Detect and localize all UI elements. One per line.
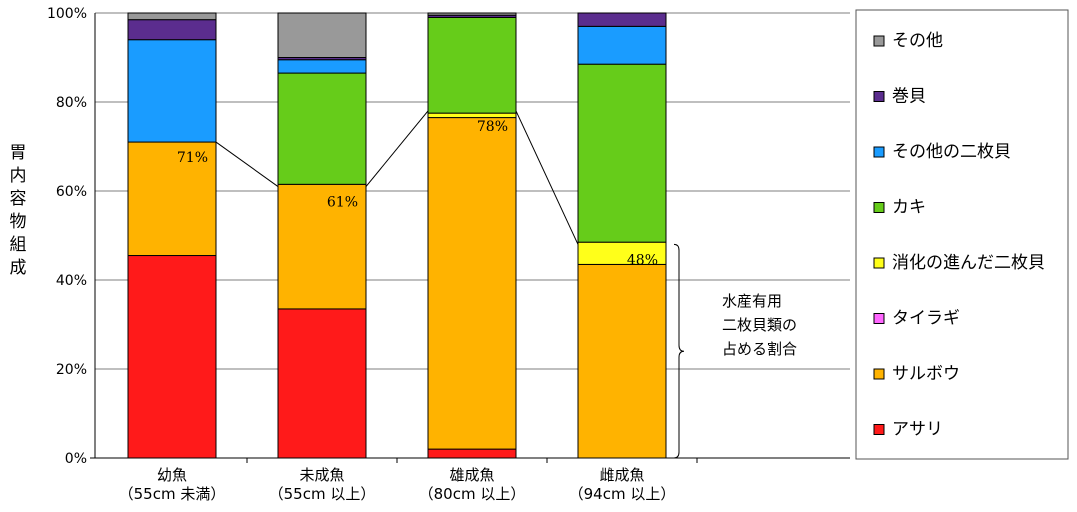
bar-segment [127, 255, 217, 459]
legend-label: アサリ [892, 420, 943, 440]
bars [127, 12, 667, 459]
bar-segment [127, 39, 217, 143]
bar-segment [577, 263, 667, 459]
legend-swatch [873, 368, 885, 380]
bar-segment [127, 141, 217, 257]
legend-label: 消化の進んだ二枚貝 [892, 253, 1045, 273]
category-label: （55cm 未満） [119, 485, 226, 503]
connector-line [215, 141, 279, 187]
legend-swatch [873, 424, 885, 435]
legend-swatch [873, 146, 885, 158]
bar-segment [277, 59, 367, 74]
bar-segment [577, 25, 667, 65]
connector-line [365, 110, 429, 187]
legend-label: 巻貝 [892, 87, 926, 107]
bar-segment [277, 12, 367, 58]
legend-swatch [873, 35, 885, 47]
percent-annotation: 71% [177, 150, 208, 166]
bracket-note-line: 二枚貝類の [722, 316, 797, 334]
y-tick-label: 60% [56, 184, 87, 200]
category-label: （80cm 以上） [419, 485, 526, 503]
bar-segment [577, 12, 667, 27]
bracket [673, 243, 685, 459]
legend-label: サルボウ [892, 364, 960, 384]
y-tick-label: 40% [56, 273, 87, 289]
category-label: （55cm 以上） [269, 485, 376, 503]
legend-label: その他の二枚貝 [892, 142, 1011, 162]
bar-segment [427, 117, 517, 450]
legend-label: タイラギ [892, 309, 960, 329]
category-label: 雌成魚 [599, 466, 644, 484]
y-axis-label-char: 成 [10, 258, 27, 278]
y-axis-label-char: 胃 [10, 143, 27, 163]
category-label: （94cm 以上） [569, 485, 676, 503]
legend-swatch [873, 202, 885, 213]
y-axis-label-char: 内 [10, 166, 27, 186]
y-tick-label: 80% [56, 95, 87, 111]
y-axis-label-char: 容 [10, 189, 27, 209]
legend-frame [855, 9, 1069, 460]
bar-segment [427, 112, 517, 119]
bar-segment [127, 19, 217, 41]
percent-annotation: 61% [327, 195, 358, 211]
y-axis-label-char: 物 [10, 212, 27, 232]
y-tick-label: 100% [47, 6, 87, 22]
percent-annotation: 48% [627, 252, 658, 268]
bar-segment [277, 183, 367, 310]
bracket-note-line: 占める割合 [722, 340, 797, 358]
bar-segment [277, 308, 367, 459]
bar-segment [427, 16, 517, 114]
connector-line [515, 110, 579, 245]
category-label: 未成魚 [299, 466, 344, 484]
labels: 71% 61% 78% 48% 幼魚（55cm 未満） 未成魚（55cm 以上） 雄成魚（8… [119, 119, 676, 503]
connector-lines [215, 110, 579, 245]
y-tick-label: 20% [56, 362, 87, 378]
category-label: 雄成魚 [449, 466, 494, 484]
category-label: 幼魚 [157, 466, 187, 484]
bar-segment [427, 448, 517, 459]
bar-segment [427, 12, 517, 16]
legend-swatch [873, 91, 885, 102]
percent-annotation: 78% [477, 119, 508, 135]
legend-label: その他 [892, 31, 943, 51]
bar-segment [577, 63, 667, 243]
legend-swatch [873, 257, 885, 269]
bracket-note-line: 水産有用 [722, 292, 782, 310]
bar-segment [277, 72, 367, 185]
bar-segment [127, 12, 217, 21]
y-axis-label-char: 組 [10, 235, 27, 255]
legend-label: カキ [892, 198, 926, 218]
legend-swatch [873, 313, 885, 324]
y-tick-label: 0% [65, 451, 87, 467]
